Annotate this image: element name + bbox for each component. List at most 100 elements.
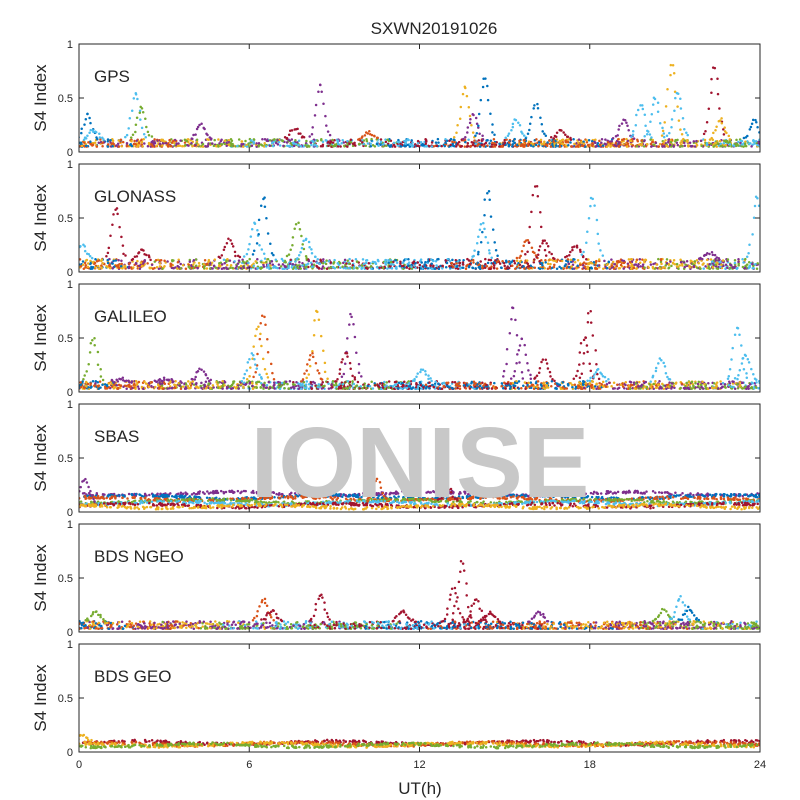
data-point: [559, 387, 563, 390]
data-point: [486, 241, 490, 245]
data-point: [312, 259, 316, 263]
data-point: [456, 267, 460, 270]
data-point: [127, 265, 131, 269]
data-point: [140, 107, 144, 110]
data-point: [489, 112, 492, 115]
data-point: [509, 387, 512, 390]
data-point: [484, 235, 487, 239]
data-point: [459, 145, 463, 148]
data-point: [106, 258, 109, 262]
data-point: [509, 377, 513, 380]
data-point: [595, 144, 598, 148]
data-point: [665, 262, 669, 265]
data-point: [348, 323, 351, 326]
data-point: [202, 370, 206, 373]
data-point: [301, 243, 304, 246]
data-point: [632, 266, 636, 270]
data-point: [201, 145, 205, 148]
data-point: [679, 141, 682, 145]
data-point: [96, 381, 100, 384]
data-point: [604, 385, 608, 388]
data-point: [452, 138, 456, 141]
data-point: [285, 254, 289, 258]
data-point: [721, 259, 725, 262]
data-point: [188, 260, 192, 263]
data-point: [671, 63, 675, 67]
data-point: [82, 138, 86, 141]
data-point: [240, 379, 244, 383]
data-point: [134, 387, 137, 391]
data-point: [474, 382, 477, 385]
data-point: [196, 267, 199, 270]
data-point: [619, 143, 622, 147]
data-point: [579, 250, 582, 254]
data-point: [268, 144, 272, 147]
data-point: [558, 383, 561, 387]
data-point: [625, 137, 628, 141]
data-point: [244, 139, 247, 143]
data-point: [729, 263, 732, 267]
data-point: [221, 379, 224, 383]
data-point: [259, 386, 262, 389]
data-point: [728, 138, 732, 141]
data-point: [490, 145, 493, 148]
data-point: [120, 235, 123, 239]
data-point: [633, 387, 637, 390]
data-point: [639, 104, 642, 107]
data-point: [655, 263, 658, 266]
data-point: [265, 383, 269, 387]
data-point: [193, 261, 196, 264]
data-point: [508, 332, 512, 335]
data-point: [281, 267, 284, 270]
data-point: [96, 264, 100, 268]
data-point: [637, 385, 640, 388]
data-point: [183, 141, 187, 144]
data-point: [298, 227, 302, 231]
data-point: [263, 196, 266, 199]
data-point: [665, 134, 669, 137]
data-point: [618, 124, 621, 128]
data-point: [511, 139, 515, 143]
data-point: [650, 112, 654, 116]
data-point: [231, 145, 234, 148]
data-point: [631, 144, 635, 147]
data-point: [733, 387, 737, 390]
data-point: [524, 137, 528, 140]
data-point: [156, 258, 160, 262]
data-point: [442, 381, 445, 385]
data-point: [385, 384, 388, 387]
data-point: [520, 250, 524, 253]
data-point: [297, 221, 300, 224]
data-point: [117, 258, 120, 262]
data-point: [578, 263, 582, 267]
data-point: [407, 264, 410, 268]
data-point: [309, 141, 313, 144]
data-point: [563, 387, 567, 390]
data-point: [515, 333, 519, 337]
data-point: [632, 383, 636, 386]
data-point: [616, 138, 620, 141]
data-point: [523, 145, 526, 148]
data-point: [320, 139, 323, 142]
data-point: [715, 267, 719, 270]
data-point: [243, 372, 247, 376]
data-point: [241, 260, 245, 263]
data-point: [585, 241, 588, 244]
data-point: [179, 267, 182, 270]
data-point: [373, 134, 376, 138]
data-point: [619, 383, 623, 386]
data-point: [528, 225, 531, 229]
data-point: [305, 257, 308, 260]
data-point: [81, 263, 85, 266]
data-point: [203, 264, 206, 268]
data-point: [550, 380, 554, 383]
data-point: [590, 380, 594, 383]
data-point: [634, 382, 638, 385]
data-point: [485, 387, 489, 390]
data-point: [577, 384, 580, 388]
data-point: [178, 144, 182, 147]
data-point: [713, 386, 716, 389]
data-point: [511, 306, 515, 310]
data-point: [351, 263, 354, 267]
data-point: [98, 136, 102, 139]
